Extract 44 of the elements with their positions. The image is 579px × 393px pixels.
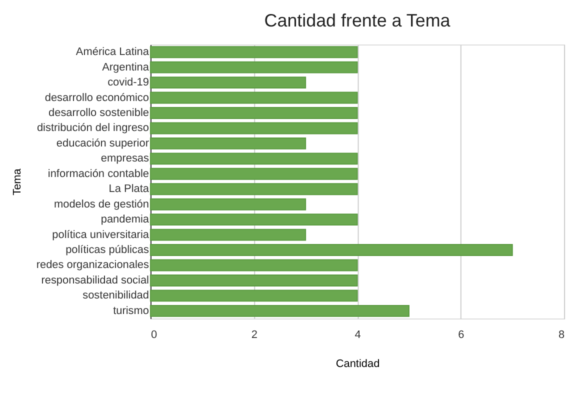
y-tick-label: información contable xyxy=(48,168,149,180)
bar xyxy=(150,122,358,134)
bar xyxy=(150,214,358,226)
x-tick-label: 8 xyxy=(558,328,565,341)
y-axis-title: Tema xyxy=(11,168,24,196)
bar xyxy=(150,76,306,89)
y-tick-label: turismo xyxy=(113,304,149,317)
y-tick-label: empresas xyxy=(100,152,150,165)
bar xyxy=(150,304,410,317)
y-tick-label: responsabilidad social xyxy=(41,274,149,286)
bar xyxy=(150,92,358,104)
bar xyxy=(150,290,358,302)
y-tick-label: América Latina xyxy=(76,46,150,58)
y-tick-label: políticas públicas xyxy=(66,244,150,256)
x-tick-label: 4 xyxy=(354,328,361,341)
chart-title: Cantidad frente a Tema xyxy=(264,10,450,31)
bar xyxy=(150,107,358,119)
y-tick-label: La Plata xyxy=(108,183,150,196)
y-tick-label: pandemia xyxy=(100,214,150,226)
bar xyxy=(150,137,306,150)
x-tick-label: 0 xyxy=(150,328,158,341)
bar xyxy=(150,274,358,286)
y-tick-label: Argentina xyxy=(102,61,150,74)
x-axis-title: Cantidad xyxy=(336,358,380,370)
bar xyxy=(150,228,306,241)
y-tick-label: política universitaria xyxy=(52,228,150,241)
y-tick-label: covid-19 xyxy=(108,76,149,89)
bar xyxy=(150,244,513,256)
y-tick-label: educación superior xyxy=(56,137,150,150)
x-tick-label: 2 xyxy=(251,328,258,341)
y-tick-label: modelos de gestión xyxy=(54,198,149,210)
bar xyxy=(150,259,358,272)
bar xyxy=(150,61,358,74)
bar xyxy=(150,183,358,196)
y-tick-label: desarrollo sostenible xyxy=(48,106,149,119)
y-tick-label: sostenibilidad xyxy=(82,290,149,302)
bar xyxy=(150,152,358,165)
x-tick-label: 6 xyxy=(458,328,464,341)
y-tick-label: redes organizacionales xyxy=(36,259,150,272)
bar xyxy=(150,198,306,210)
bar xyxy=(150,168,358,180)
bar xyxy=(150,46,358,58)
y-tick-label: distribución del ingreso xyxy=(36,122,149,134)
y-tick-label: desarrollo económico xyxy=(44,92,149,104)
